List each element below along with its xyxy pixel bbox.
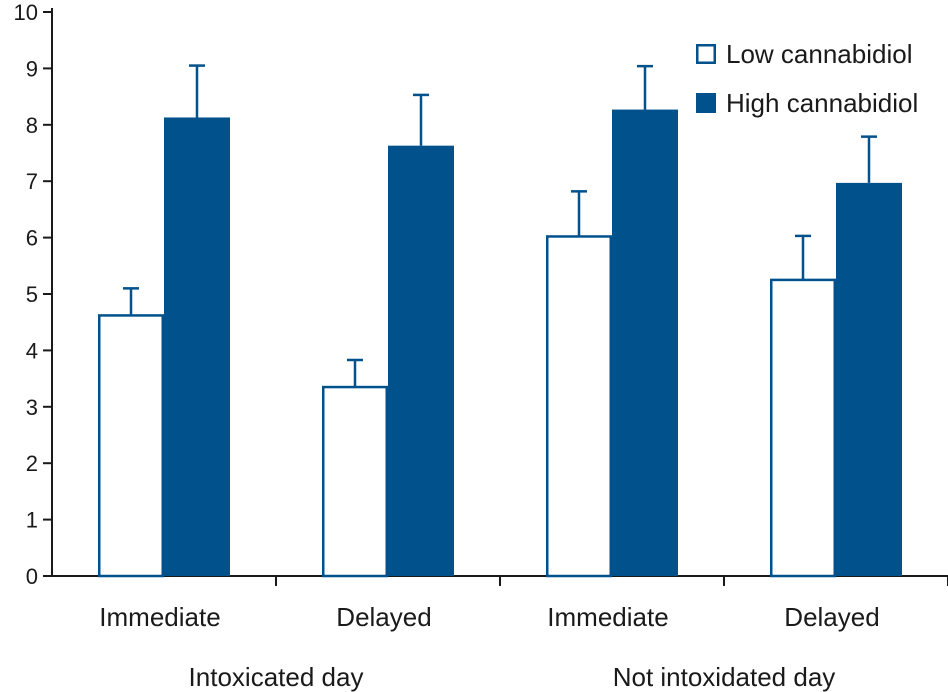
y-tick-label: 10	[14, 0, 38, 25]
bar-low-cannabidiol	[322, 385, 388, 578]
y-tick-label: 8	[26, 113, 38, 138]
y-tick-label: 3	[26, 395, 38, 420]
y-tick-label: 4	[26, 338, 38, 363]
category-labels: Immediate Delayed Immediate Delayed	[99, 602, 879, 632]
category-label: Delayed	[784, 602, 879, 632]
legend: Low cannabidiol High cannabidiol	[696, 39, 918, 118]
group-labels: Intoxicated day Not intoxidated day	[189, 662, 836, 692]
error-bars	[123, 64, 877, 388]
bar-high-cannabidiol	[612, 109, 678, 577]
y-axis: 0 1 2 3 4 5 6 7 8 9 10	[14, 0, 53, 589]
y-tick-label: 7	[26, 169, 38, 194]
bar-high-cannabidiol	[164, 117, 230, 576]
group-label: Not intoxidated day	[613, 662, 836, 692]
bar-high-cannabidiol	[836, 182, 902, 576]
legend-swatch-low	[696, 44, 716, 64]
legend-swatch-high	[696, 93, 716, 113]
y-tick-label: 2	[26, 451, 38, 476]
y-tick-label: 6	[26, 226, 38, 251]
y-tick-label: 0	[26, 564, 38, 589]
x-axis	[52, 575, 948, 586]
category-label: Immediate	[99, 602, 220, 632]
y-tick-label: 1	[26, 508, 38, 533]
category-label: Immediate	[547, 602, 668, 632]
bar-low-cannabidiol	[546, 235, 612, 578]
category-label: Delayed	[336, 602, 431, 632]
bar-low-cannabidiol	[98, 314, 164, 578]
legend-label: High cannabidiol	[726, 88, 918, 118]
group-label: Intoxicated day	[189, 662, 364, 692]
bars	[98, 109, 902, 578]
bar-low-cannabidiol	[770, 278, 836, 578]
legend-label: Low cannabidiol	[726, 39, 912, 69]
bar-high-cannabidiol	[388, 145, 454, 576]
y-tick-label: 5	[26, 282, 38, 307]
y-tick-label: 9	[26, 56, 38, 81]
